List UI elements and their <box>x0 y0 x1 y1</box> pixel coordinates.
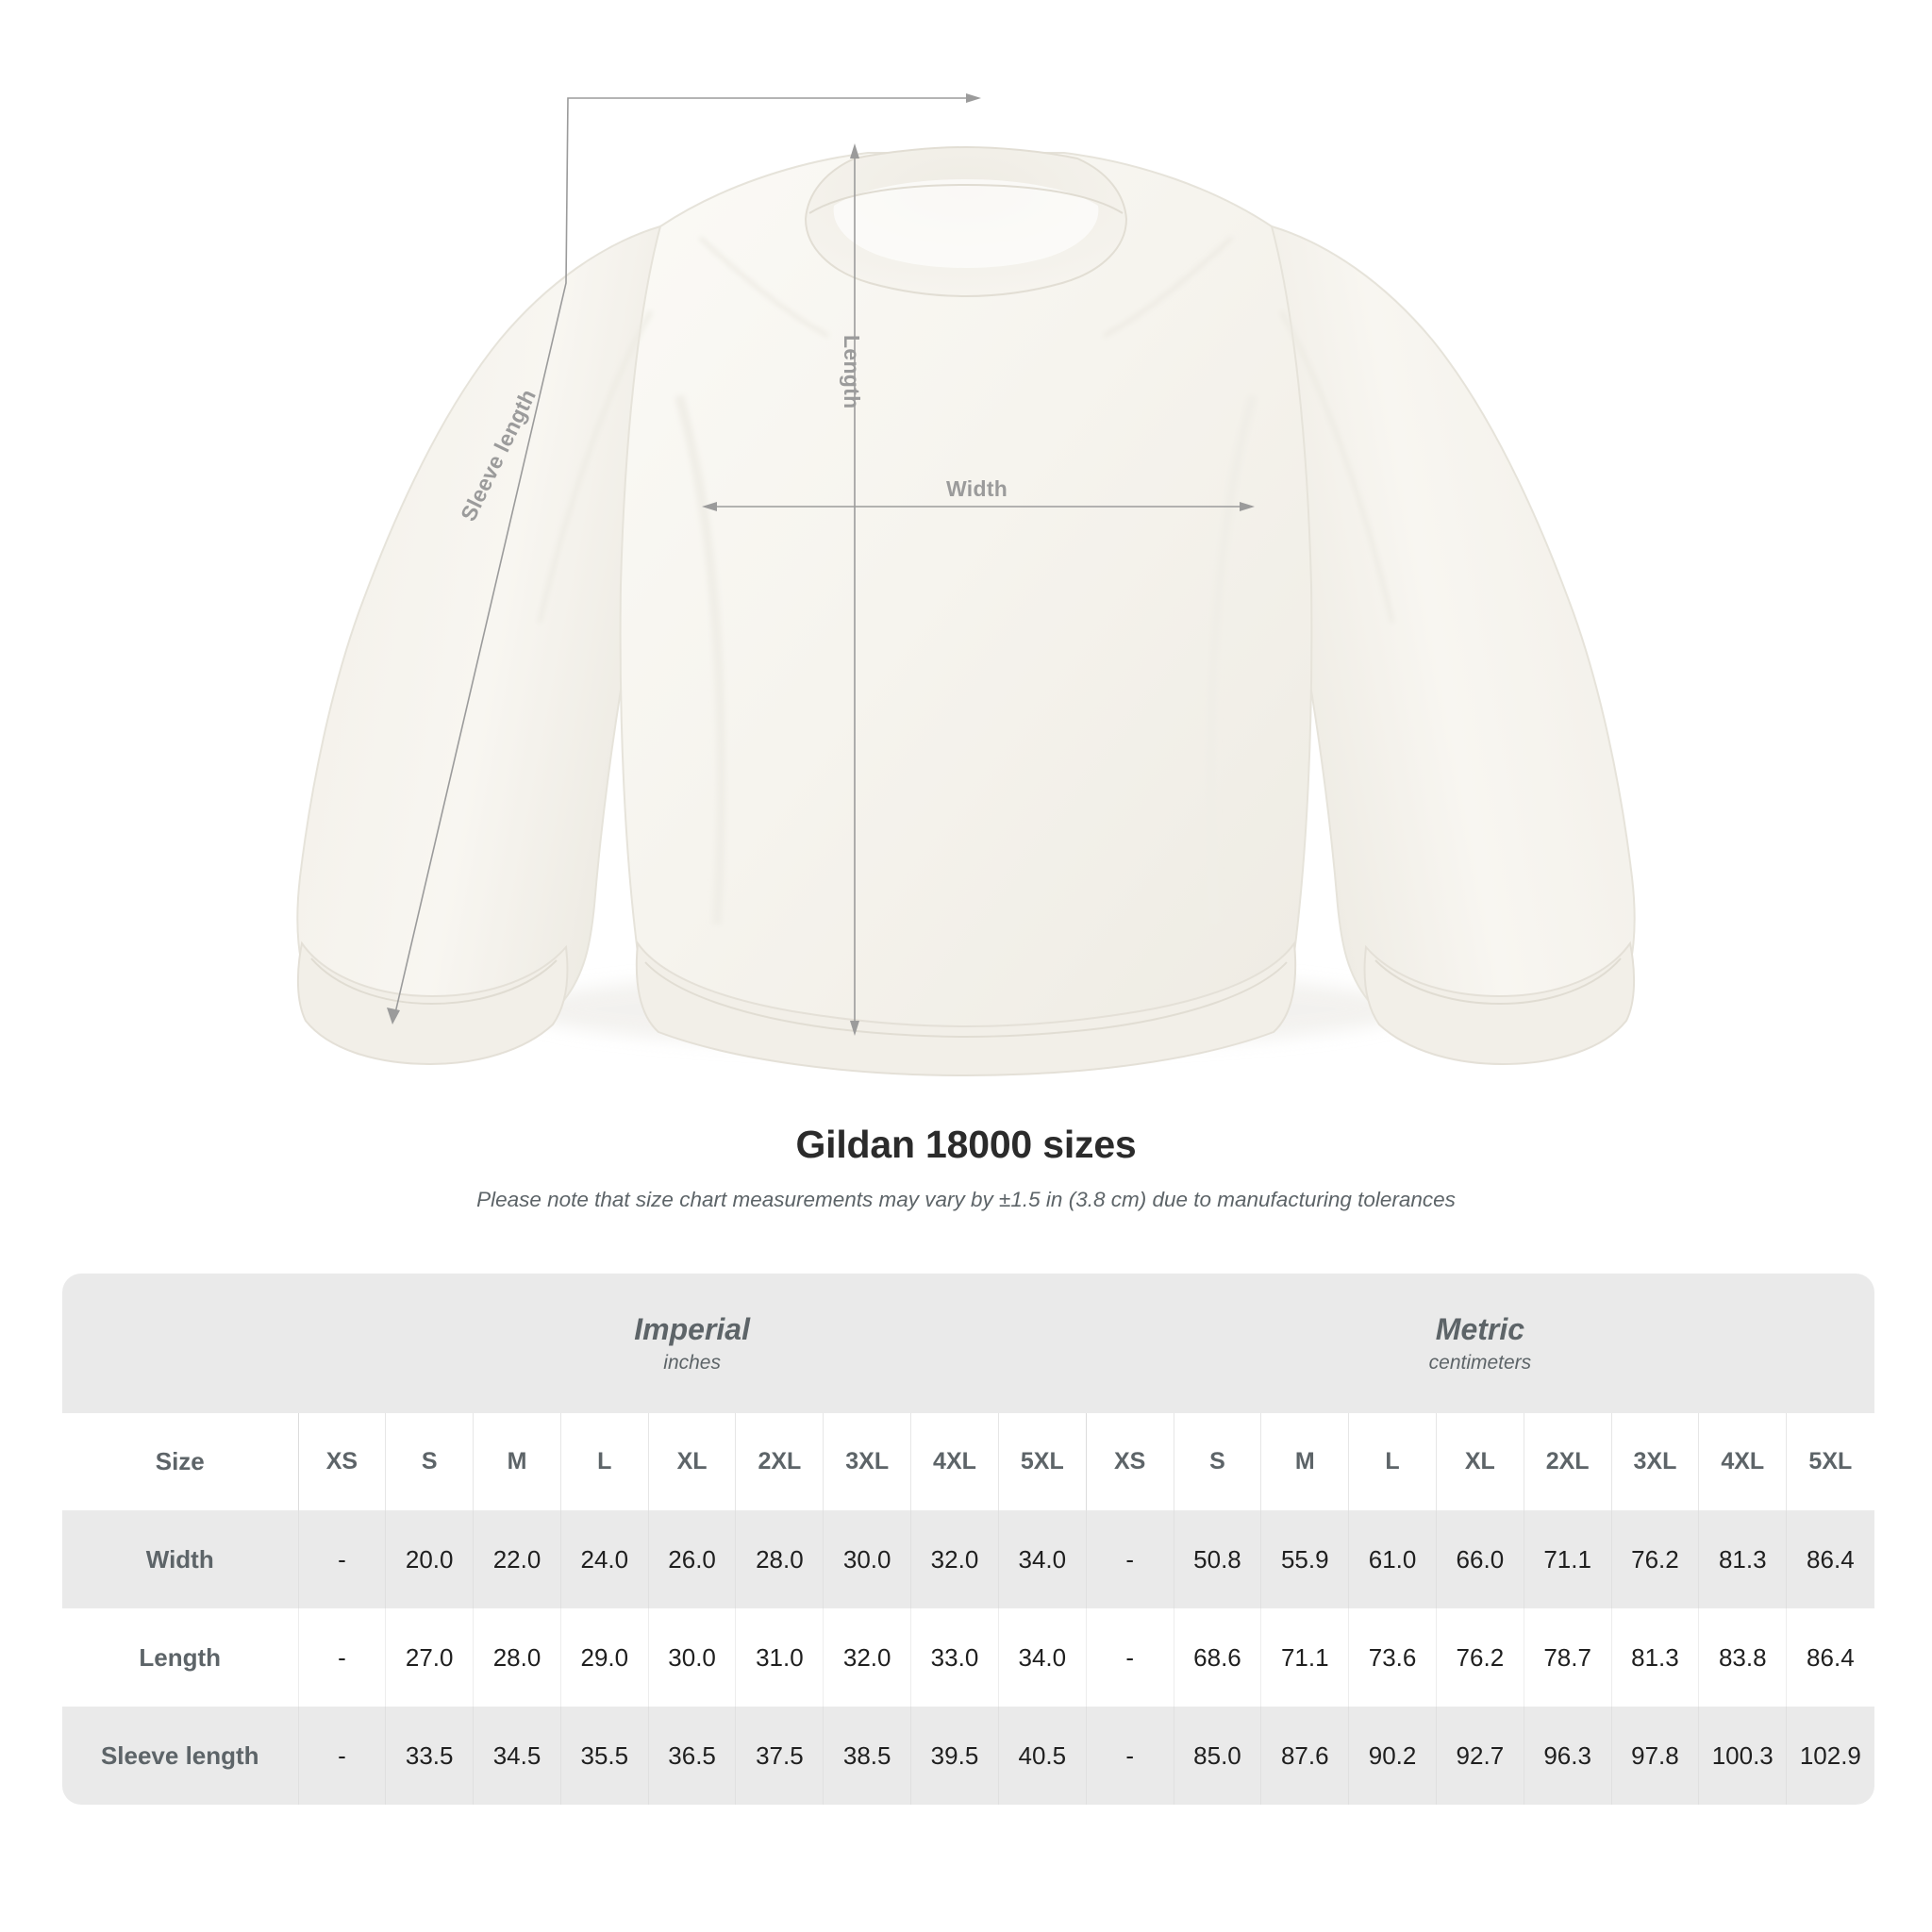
size-header-cell: M <box>1260 1413 1349 1510</box>
measure-cell: 71.1 <box>1260 1608 1349 1707</box>
measure-cell: 73.6 <box>1348 1608 1437 1707</box>
measure-cell: 81.3 <box>1698 1510 1787 1608</box>
unit-header-spacer <box>62 1274 298 1413</box>
size-header-cell: XL <box>647 1413 736 1510</box>
page-title: Gildan 18000 sizes <box>795 1123 1137 1166</box>
measure-cell: 33.5 <box>385 1707 474 1805</box>
chart-title-block: Gildan 18000 sizes Please note that size… <box>0 1123 1932 1212</box>
measure-cell: 32.0 <box>823 1608 911 1707</box>
sweatshirt-illustration <box>296 93 1636 1077</box>
measure-cell: 20.0 <box>385 1510 474 1608</box>
measure-cell: 71.1 <box>1523 1510 1612 1608</box>
measure-cell: 86.4 <box>1786 1608 1874 1707</box>
size-header-label: Size <box>62 1413 298 1510</box>
size-header-cell: XS <box>297 1413 386 1510</box>
unit-sub-metric: centimeters <box>1428 1352 1532 1374</box>
measure-cell: 76.2 <box>1610 1510 1699 1608</box>
measure-cell: 35.5 <box>559 1707 649 1805</box>
garment-diagram-section: Length Width Sleeve length <box>296 93 1636 1077</box>
measure-cell: - <box>297 1510 386 1608</box>
measure-cell: 90.2 <box>1348 1707 1437 1805</box>
unit-sub-imperial: inches <box>663 1352 721 1374</box>
unit-name-metric: Metric <box>1435 1311 1525 1346</box>
measure-cell: - <box>1085 1608 1174 1707</box>
measure-cell: - <box>1085 1707 1174 1805</box>
measure-cell: 26.0 <box>647 1510 736 1608</box>
size-header-row: Size XS S M L XL 2XL 3XL 4XL 5XL XS S M … <box>62 1413 1874 1510</box>
table-row: Width - 20.0 22.0 24.0 26.0 28.0 30.0 32… <box>62 1510 1874 1608</box>
size-header-cell: 5XL <box>997 1413 1087 1510</box>
measure-cell: 31.0 <box>735 1608 824 1707</box>
measure-cell: 50.8 <box>1173 1510 1261 1608</box>
measure-cell: 87.6 <box>1260 1707 1349 1805</box>
measure-cell: 34.0 <box>997 1608 1087 1707</box>
measure-cell: 66.0 <box>1435 1510 1524 1608</box>
row-label: Width <box>62 1510 298 1608</box>
size-header-cell: S <box>385 1413 474 1510</box>
size-chart-table-wrapper: Imperial inches Metric centimeters Size … <box>62 1274 1874 1805</box>
size-header-cell: S <box>1173 1413 1261 1510</box>
size-header-cell: 2XL <box>1523 1413 1612 1510</box>
unit-name-imperial: Imperial <box>634 1311 750 1346</box>
size-header-cell: L <box>1348 1413 1437 1510</box>
size-header-cell: 5XL <box>1786 1413 1874 1510</box>
size-header-cell: 2XL <box>735 1413 824 1510</box>
measure-cell: 78.7 <box>1523 1608 1612 1707</box>
measure-cell: 102.9 <box>1786 1707 1874 1805</box>
table-row: Length - 27.0 28.0 29.0 30.0 31.0 32.0 3… <box>62 1608 1874 1707</box>
measure-cell: 68.6 <box>1173 1608 1261 1707</box>
tolerance-note: Please note that size chart measurements… <box>476 1188 1456 1211</box>
size-header-cell: L <box>559 1413 649 1510</box>
size-header-cell: 4XL <box>1698 1413 1787 1510</box>
measure-cell: 55.9 <box>1260 1510 1349 1608</box>
measure-cell: 28.0 <box>473 1608 561 1707</box>
measure-cell: 34.5 <box>473 1707 561 1805</box>
measure-cell: 30.0 <box>823 1510 911 1608</box>
measure-cell: 27.0 <box>385 1608 474 1707</box>
measure-cell: 30.0 <box>647 1608 736 1707</box>
measure-cell: 86.4 <box>1786 1510 1874 1608</box>
row-label: Length <box>62 1608 298 1707</box>
row-label: Sleeve length <box>62 1707 298 1805</box>
measure-cell: 29.0 <box>559 1608 649 1707</box>
size-header-cell: XL <box>1435 1413 1524 1510</box>
measure-cell: 34.0 <box>997 1510 1087 1608</box>
measure-cell: 76.2 <box>1435 1608 1524 1707</box>
size-header-cell: 4XL <box>910 1413 999 1510</box>
measure-cell: 39.5 <box>910 1707 999 1805</box>
table-row: Sleeve length - 33.5 34.5 35.5 36.5 37.5… <box>62 1707 1874 1805</box>
measure-cell: 37.5 <box>735 1707 824 1805</box>
measure-cell: 40.5 <box>997 1707 1087 1805</box>
size-header-cell: 3XL <box>1610 1413 1699 1510</box>
measure-cell: 24.0 <box>559 1510 649 1608</box>
measure-cell: 83.8 <box>1698 1608 1787 1707</box>
size-chart-table: Imperial inches Metric centimeters Size … <box>62 1274 1874 1805</box>
measure-cell: - <box>1085 1510 1174 1608</box>
measure-cell: 85.0 <box>1173 1707 1261 1805</box>
unit-header-imperial: Imperial inches <box>298 1274 1087 1413</box>
measure-cell: 22.0 <box>473 1510 561 1608</box>
size-header-cell: M <box>473 1413 561 1510</box>
measure-cell: 100.3 <box>1698 1707 1787 1805</box>
unit-header-row: Imperial inches Metric centimeters <box>62 1274 1874 1413</box>
measure-cell: 97.8 <box>1610 1707 1699 1805</box>
unit-header-metric: Metric centimeters <box>1086 1274 1874 1413</box>
width-measure-label: Width <box>946 476 1008 501</box>
measure-cell: 28.0 <box>735 1510 824 1608</box>
measure-cell: 38.5 <box>823 1707 911 1805</box>
measure-cell: - <box>297 1608 386 1707</box>
measure-cell: 33.0 <box>910 1608 999 1707</box>
size-header-cell: 3XL <box>823 1413 911 1510</box>
measure-cell: 81.3 <box>1610 1608 1699 1707</box>
measure-cell: 92.7 <box>1435 1707 1524 1805</box>
measurement-guides <box>387 93 1255 1036</box>
measure-cell: 32.0 <box>910 1510 999 1608</box>
size-header-cell: XS <box>1085 1413 1174 1510</box>
measure-cell: 96.3 <box>1523 1707 1612 1805</box>
measure-cell: 61.0 <box>1348 1510 1437 1608</box>
measure-cell: - <box>297 1707 386 1805</box>
length-measure-label: Length <box>840 335 864 409</box>
measure-cell: 36.5 <box>647 1707 736 1805</box>
